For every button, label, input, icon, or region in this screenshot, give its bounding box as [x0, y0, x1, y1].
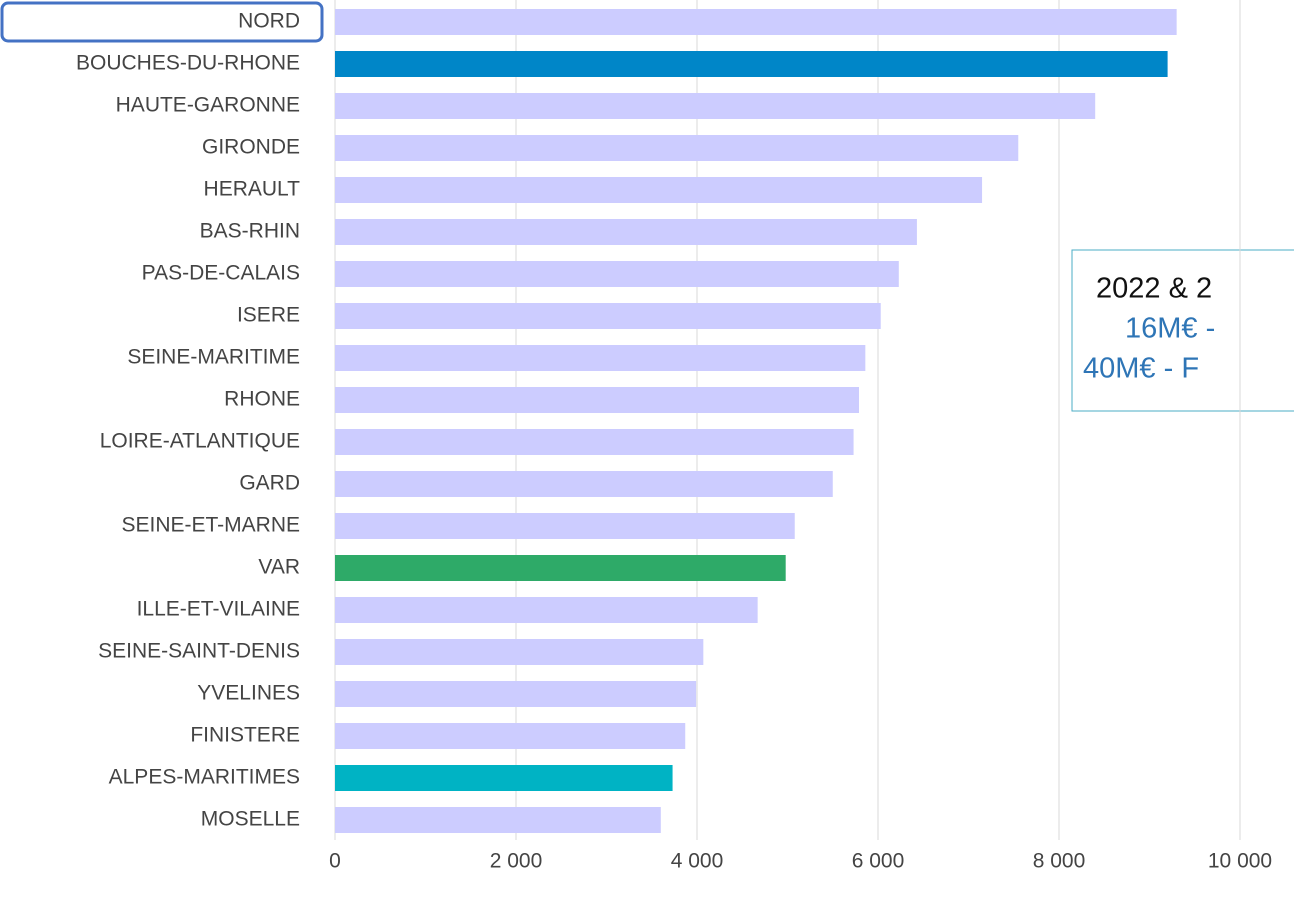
x-tick-label: 10 000 [1208, 850, 1272, 873]
y-tick-label: ISERE [237, 304, 300, 327]
bar [335, 639, 704, 665]
x-tick-label: 4 000 [671, 850, 724, 873]
y-tick-label: RHONE [224, 388, 300, 411]
y-tick-label: HAUTE-GARONNE [116, 94, 300, 117]
y-tick-label: SEINE-MARITIME [127, 346, 300, 369]
y-tick-label: VAR [258, 556, 300, 579]
y-tick-label: MOSELLE [201, 808, 300, 831]
y-tick-label: YVELINES [197, 682, 300, 705]
y-tick-label: BAS-RHIN [200, 220, 300, 243]
y-tick-label: BOUCHES-DU-RHONE [76, 52, 300, 75]
bar [335, 51, 1168, 77]
y-tick-label: FINISTERE [190, 724, 300, 747]
bar [335, 807, 661, 833]
bar [335, 681, 697, 707]
bar [335, 219, 917, 245]
bar [335, 471, 833, 497]
bar [335, 303, 881, 329]
bar [335, 597, 758, 623]
x-tick-label: 6 000 [852, 850, 905, 873]
bar [335, 387, 859, 413]
y-tick-label: GIRONDE [202, 136, 300, 159]
y-tick-label: LOIRE-ATLANTIQUE [100, 430, 300, 453]
y-tick-label: PAS-DE-CALAIS [142, 262, 300, 285]
annotation-text: 2022 & 2 [1096, 273, 1212, 305]
bar [335, 177, 983, 203]
y-tick-label: ALPES-MARITIMES [109, 766, 300, 789]
y-tick-label: NORD [238, 10, 300, 33]
highlight-frame [0, 1, 324, 43]
bar [335, 765, 673, 791]
x-tick-label: 2 000 [490, 850, 543, 873]
bar [335, 723, 686, 749]
bar [335, 429, 854, 455]
bar [335, 9, 1177, 35]
annotation-text: 40M€ - F [1083, 353, 1199, 385]
annotation-box [1071, 249, 1294, 412]
y-tick-label: GARD [239, 472, 300, 495]
x-tick-label: 8 000 [1033, 850, 1086, 873]
bar [335, 513, 795, 539]
bar [335, 555, 786, 581]
bar [335, 261, 899, 287]
x-tick-label: 0 [329, 850, 341, 873]
y-tick-label: SEINE-SAINT-DENIS [98, 640, 300, 663]
annotation-text: 16M€ - [1125, 313, 1215, 345]
bar [335, 93, 1096, 119]
bar [335, 135, 1019, 161]
y-tick-label: HERAULT [204, 178, 301, 201]
y-tick-label: SEINE-ET-MARNE [121, 514, 300, 537]
bar [335, 345, 866, 371]
y-tick-label: ILLE-ET-VILAINE [137, 598, 300, 621]
